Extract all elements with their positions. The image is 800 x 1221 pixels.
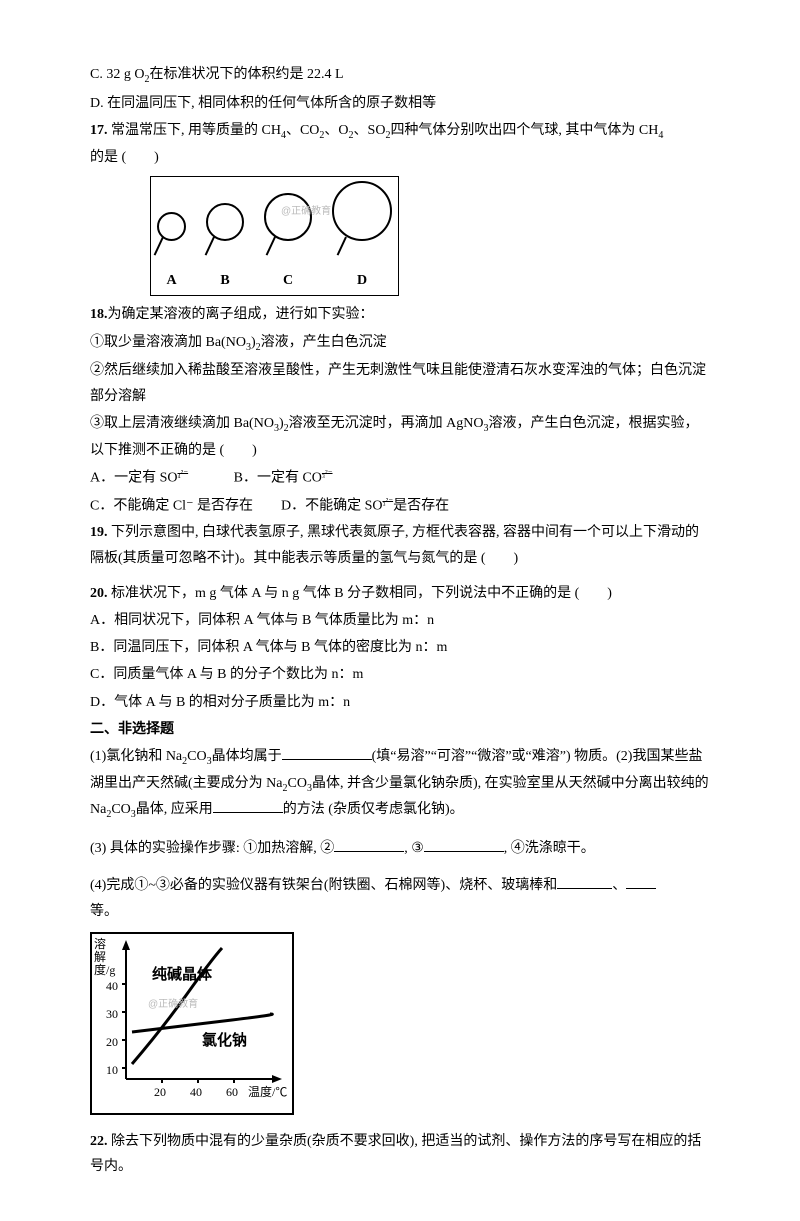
solubility-graph: 溶解度/g 40 30 20 10 20 40 60 温度/℃ 纯碱晶体 氯化钠…: [90, 932, 294, 1115]
y-tick-20: 20: [106, 1032, 118, 1054]
balloon-label-d: D: [332, 268, 392, 293]
question-20: 20. 标准状况下，m g 气体 A 与 n g 气体 B 分子数相同，下列说法…: [90, 581, 710, 606]
option-d: D. 在同温同压下, 相同体积的任何气体所含的原子数相等: [90, 91, 710, 116]
balloon-label-b: B: [206, 268, 244, 293]
x-tick-40: 40: [190, 1082, 202, 1104]
y-tick-40: 40: [106, 976, 118, 998]
balloon-label-a: A: [157, 268, 186, 293]
option-c: C. 32 g O2在标准状况下的体积约是 22.4 L: [90, 62, 710, 89]
balloon-label-c: C: [264, 268, 312, 293]
graph-ylabel: 溶解度/g: [94, 938, 108, 978]
question-22: 22. 除去下列物质中混有的少量杂质(杂质不要求回收), 把适当的试剂、操作方法…: [90, 1129, 710, 1179]
question-18: 18.为确定某溶液的离子组成，进行如下实验：: [90, 302, 710, 327]
q18-options-cd: C．不能确定 Cl⁻ 是否存在 D．不能确定 SO₃²⁻是否存在: [90, 493, 710, 519]
y-tick-30: 30: [106, 1004, 118, 1026]
q21-p1: (1)氯化钠和 Na2CO3晶体均属于(填“易溶”“可溶”“微溶”或“难溶”) …: [90, 744, 710, 824]
curve-label-2: 氯化钠: [202, 1028, 247, 1055]
x-tick-20: 20: [154, 1082, 166, 1104]
balloon-figure: A B C D @正确教育: [150, 176, 399, 296]
graph-xlabel: 温度/℃: [248, 1082, 287, 1104]
q18-step2: ②然后继续加入稀盐酸至溶液呈酸性，产生无刺激性气味且能使澄清石灰水变浑浊的气体；…: [90, 358, 710, 408]
section-2-heading: 二、非选择题: [90, 717, 710, 742]
curve-label-1: 纯碱晶体: [152, 962, 212, 989]
x-tick-60: 60: [226, 1082, 238, 1104]
graph-watermark: @正确教育: [148, 996, 198, 1014]
q21-p3: (3) 具体的实验操作步骤: ①加热溶解, ②, ③, ④洗涤晾干。: [90, 836, 710, 861]
question-19: 19. 下列示意图中, 白球代表氢原子, 黑球代表氮原子, 方框代表容器, 容器…: [90, 520, 710, 570]
q20-c: C．同质量气体 A 与 B 的分子个数比为 n：m: [90, 662, 710, 687]
q20-d: D．气体 A 与 B 的相对分子质量比为 m：n: [90, 690, 710, 715]
q18-options-ab: A．一定有 SO₄²⁻ B．一定有 CO₃²⁻: [90, 465, 710, 491]
q18-step3: ③取上层清液继续滴加 Ba(NO3)2溶液至无沉淀时，再滴加 AgNO3溶液，产…: [90, 411, 710, 463]
q18-step1: ①取少量溶液滴加 Ba(NO3)2溶液，产生白色沉淀: [90, 330, 710, 357]
q21-p4: (4)完成①~③必备的实验仪器有铁架台(附铁圈、石棉网等)、烧杯、玻璃棒和、等。: [90, 873, 710, 923]
y-tick-10: 10: [106, 1060, 118, 1082]
q20-b: B．同温同压下，同体积 A 气体与 B 气体的密度比为 n：m: [90, 635, 710, 660]
watermark: @正确教育: [281, 203, 331, 221]
q20-a: A．相同状况下，同体积 A 气体与 B 气体质量比为 m：n: [90, 608, 710, 633]
question-17: 17. 常温常压下, 用等质量的 CH4、CO2、O2、SO2四种气体分别吹出四…: [90, 118, 710, 170]
